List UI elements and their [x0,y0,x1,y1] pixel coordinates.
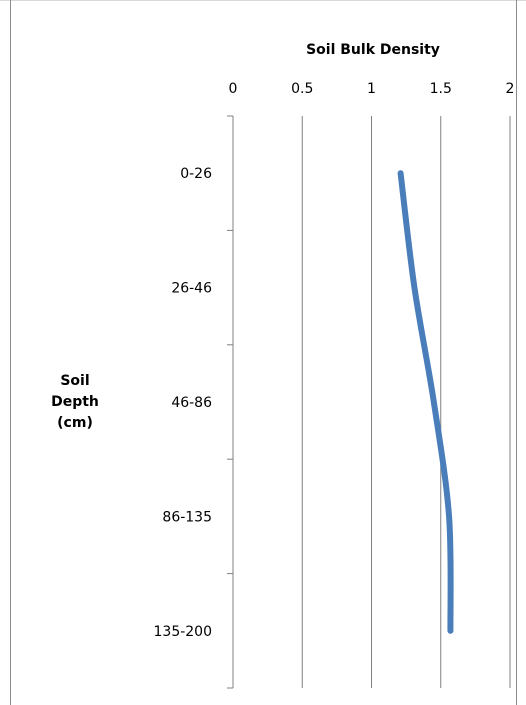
chart-title: Soil Bulk Density [306,42,440,58]
gridlines [301,116,511,688]
x-tick-label: 1 [367,81,376,97]
chart-border-left [10,0,11,705]
y-category-label: 26-46 [171,281,212,297]
y-axis-title-line: Soil [60,373,89,389]
x-tick-label: 2 [506,81,515,97]
series-group [397,170,454,634]
y-axis-title-line: (cm) [57,415,93,431]
series-line [397,170,454,634]
y-category-label: 46-86 [171,395,212,411]
y-axis-title-line: Depth [51,394,99,410]
x-tick-label: 0 [229,81,238,97]
y-category-label: 86-135 [162,509,212,525]
chart-border-right [516,0,517,705]
chart-border-top [0,0,526,1]
x-tick-label: 1.5 [430,81,452,97]
y-category-label: 0-26 [180,166,212,182]
y-axis-title: Soil Depth (cm) [51,373,99,431]
x-axis: 0 0.5 1 1.5 2 [229,81,515,97]
y-axis: 0-26 26-46 46-86 86-135 135-200 [154,115,234,689]
x-tick-label: 0.5 [291,81,313,97]
y-category-label: 135-200 [154,624,213,640]
